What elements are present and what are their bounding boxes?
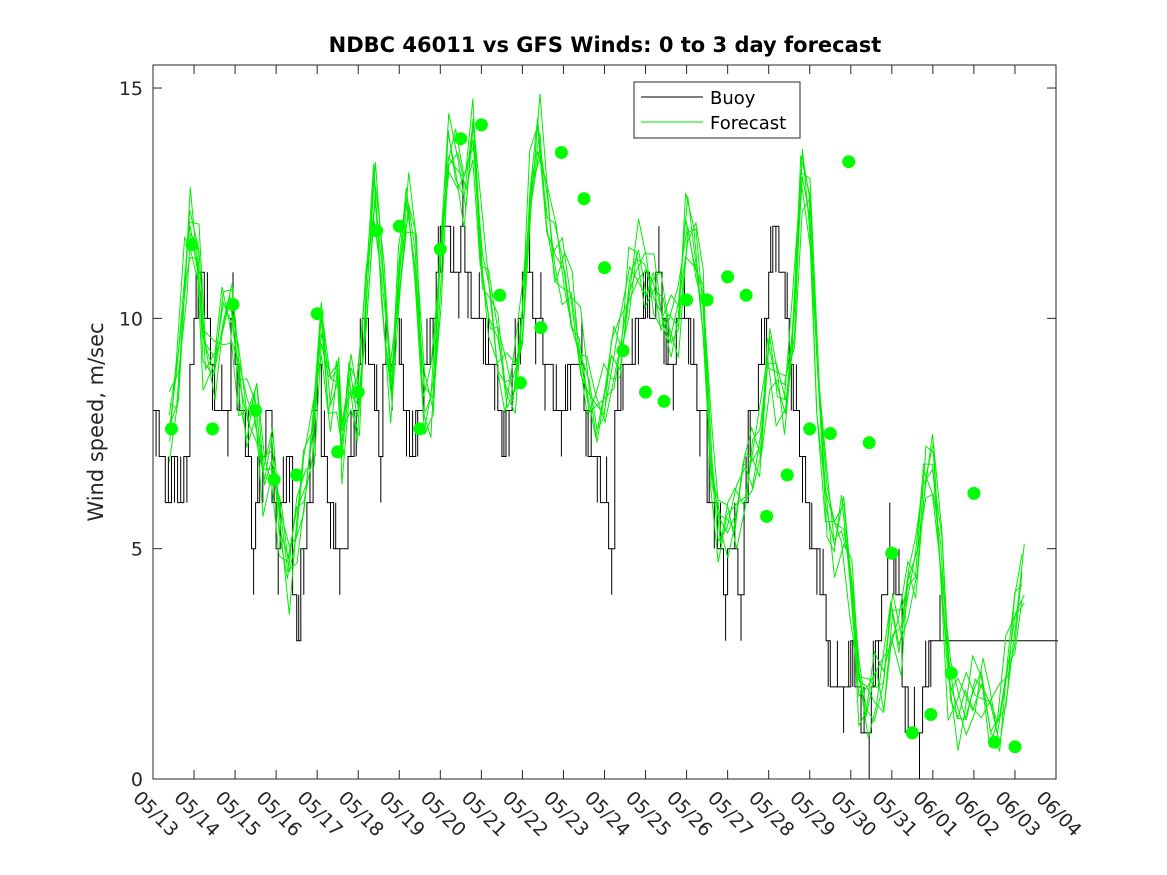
forecast-daily-marker bbox=[823, 427, 837, 440]
forecast-daily-marker bbox=[967, 486, 981, 500]
forecast-daily-marker bbox=[513, 376, 527, 390]
forecast-daily-marker bbox=[351, 385, 365, 399]
forecast-daily-marker bbox=[862, 436, 876, 450]
forecast-daily-marker bbox=[739, 288, 753, 302]
forecast-daily-marker bbox=[185, 238, 199, 252]
forecast-daily-marker bbox=[493, 288, 507, 302]
forecast-daily-marker bbox=[577, 192, 591, 206]
forecast-member-line bbox=[169, 98, 1025, 737]
forecast-daily-marker bbox=[680, 293, 694, 307]
chart-title: NDBC 46011 vs GFS Winds: 0 to 3 day fore… bbox=[329, 33, 882, 57]
forecast-member-line bbox=[168, 93, 1023, 728]
forecast-daily-marker bbox=[760, 509, 774, 523]
plot-area bbox=[153, 65, 1056, 779]
forecast-daily-marker bbox=[249, 404, 263, 417]
forecast-member-line bbox=[168, 139, 1023, 753]
forecast-daily-marker bbox=[924, 708, 938, 721]
forecast-daily-marker bbox=[206, 422, 219, 436]
forecast-daily-marker bbox=[392, 219, 406, 233]
forecast-member-line bbox=[168, 117, 1023, 745]
legend-buoy-label: Buoy bbox=[710, 88, 756, 109]
forecast-daily-marker bbox=[165, 422, 178, 436]
y-axis-label: Wind speed, m/sec bbox=[84, 322, 108, 521]
forecast-daily-marker bbox=[290, 468, 304, 482]
forecast-daily-marker bbox=[554, 146, 568, 159]
forecast-daily-marker bbox=[780, 468, 794, 482]
forecast-daily-marker bbox=[598, 261, 611, 275]
legend-forecast-label: Forecast bbox=[710, 113, 786, 134]
forecast-daily-marker bbox=[413, 422, 427, 436]
forecast-daily-marker bbox=[433, 242, 447, 256]
forecast-daily-marker bbox=[226, 298, 240, 311]
forecast-member-line bbox=[169, 113, 1025, 724]
forecast-daily-marker bbox=[616, 344, 630, 358]
y-tick-label: 15 bbox=[119, 78, 143, 100]
forecast-daily-marker bbox=[639, 385, 652, 399]
y-tick-label: 10 bbox=[119, 308, 143, 330]
forecast-daily-marker bbox=[987, 735, 1001, 749]
forecast-daily-marker bbox=[700, 293, 714, 307]
y-tick-label: 5 bbox=[131, 539, 143, 561]
forecast-daily-marker bbox=[331, 445, 345, 459]
forecast-daily-marker bbox=[803, 422, 817, 436]
forecast-daily-marker bbox=[721, 270, 735, 284]
forecast-daily-marker bbox=[534, 321, 548, 335]
series-layer bbox=[153, 93, 1059, 779]
y-tick-label: 0 bbox=[131, 769, 143, 791]
forecast-daily-marker bbox=[454, 132, 468, 146]
forecast-daily-marker bbox=[944, 666, 958, 680]
forecast-daily-marker bbox=[842, 155, 856, 169]
buoy-series-line bbox=[153, 180, 1059, 779]
forecast-daily-marker bbox=[657, 394, 671, 408]
forecast-daily-marker bbox=[370, 224, 384, 238]
forecast-daily-marker bbox=[905, 726, 919, 740]
forecast-daily-marker bbox=[1008, 740, 1022, 754]
legend: Buoy Forecast bbox=[633, 81, 801, 139]
legend-box bbox=[633, 81, 801, 139]
forecast-member-line bbox=[168, 128, 1023, 751]
forecast-daily-marker bbox=[267, 473, 281, 487]
forecast-daily-marker bbox=[885, 546, 899, 560]
forecast-daily-marker bbox=[474, 118, 488, 132]
forecast-daily-marker bbox=[310, 307, 324, 321]
